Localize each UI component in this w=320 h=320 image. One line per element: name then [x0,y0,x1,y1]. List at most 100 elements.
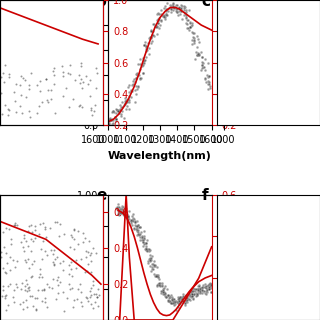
Point [191,286,196,291]
Point [186,18,191,23]
Point [164,294,169,300]
Point [156,275,161,280]
Point [0,284,5,289]
Point [207,281,212,286]
Point [140,239,145,244]
Point [79,60,84,66]
Point [78,257,83,262]
Point [204,80,209,85]
Point [181,7,186,12]
Point [189,292,194,297]
Point [193,50,198,55]
Y-axis label: Absolute Reflection: Absolute Reflection [68,12,78,113]
Point [193,293,198,299]
Point [65,295,70,300]
Point [4,250,9,255]
Point [145,40,150,45]
Point [144,247,149,252]
Point [125,214,130,219]
Point [61,289,66,294]
Point [85,298,91,303]
Point [190,289,195,294]
Point [142,60,147,66]
Point [148,269,153,274]
Point [205,61,210,66]
Point [144,246,149,252]
Point [22,235,27,240]
Point [149,33,154,38]
Point [11,258,16,263]
Point [134,75,139,80]
Point [156,280,161,285]
Point [156,282,162,287]
Point [12,90,17,95]
Point [90,112,95,117]
Point [187,292,192,297]
Point [173,300,178,305]
Point [71,246,76,251]
Point [132,219,137,224]
Point [159,12,164,17]
Point [176,296,181,301]
Point [2,79,7,84]
Point [26,87,31,92]
Point [141,239,146,244]
Point [61,308,66,314]
Point [197,285,203,290]
Point [116,204,121,209]
Point [138,225,143,230]
Point [185,296,190,301]
Point [184,292,189,298]
Point [26,108,31,113]
Point [184,293,189,299]
Point [200,55,205,60]
Point [39,247,44,252]
Point [194,286,199,292]
Point [147,246,152,252]
Point [152,262,157,267]
Point [39,257,44,262]
Point [181,6,186,11]
Point [148,34,154,39]
Point [7,108,12,113]
Point [2,62,7,68]
Point [139,234,144,239]
Point [162,292,167,297]
Point [164,11,169,16]
Point [154,265,159,270]
Point [25,305,30,310]
Point [121,211,126,216]
Point [170,295,175,300]
Point [70,274,75,279]
Point [116,209,121,214]
Point [114,206,119,212]
Point [40,100,45,105]
Point [91,279,96,284]
Point [124,210,129,215]
Point [132,225,137,230]
Point [28,223,33,228]
Point [177,297,182,302]
Point [173,307,179,312]
Point [109,122,114,127]
Point [112,115,117,120]
Point [134,75,139,80]
Point [108,117,113,122]
Point [189,292,194,297]
Point [27,284,32,290]
Point [154,25,159,30]
Point [133,223,139,228]
Point [53,111,58,116]
Point [0,254,4,260]
Point [136,229,141,234]
Point [203,281,208,286]
Point [25,228,30,233]
Point [185,17,190,22]
Point [28,236,33,242]
Point [176,4,181,9]
Point [54,220,60,225]
Point [89,105,94,110]
Point [39,287,44,292]
Point [106,121,111,126]
Point [29,293,35,298]
